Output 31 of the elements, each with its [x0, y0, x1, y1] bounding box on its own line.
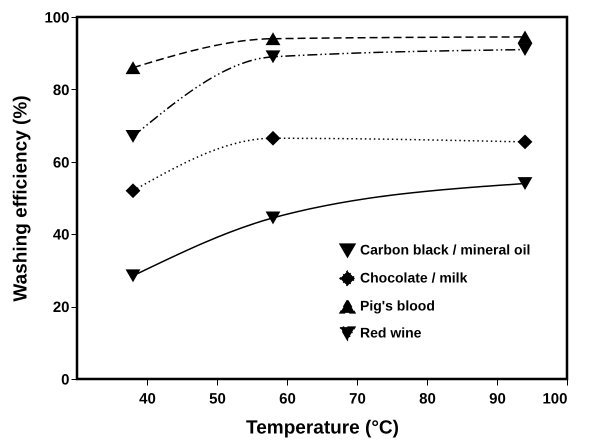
point: [266, 50, 280, 64]
legend-label: Chocolate / milk: [360, 270, 468, 286]
point: [518, 30, 532, 44]
legend-label: Carbon black / mineral oil: [360, 242, 530, 258]
point: [266, 130, 280, 146]
point: [126, 130, 140, 143]
x-tick-label: 90: [489, 390, 506, 408]
point: [518, 134, 532, 150]
x-tick-label: 40: [139, 390, 156, 408]
x-tick-label: 50: [209, 390, 226, 408]
y-tick-label: 100: [44, 10, 70, 26]
x-tick-label: 100: [542, 390, 568, 408]
y-tick-label: 60: [52, 154, 70, 172]
point: [126, 269, 140, 282]
x-tick-label: 70: [349, 390, 366, 408]
point: [518, 177, 532, 190]
point: [266, 32, 280, 46]
legend-label: Pig's blood: [360, 298, 435, 314]
y-tick-label: 40: [52, 226, 70, 244]
point: [126, 183, 140, 198]
x-axis-title: Temperature (°C): [246, 418, 399, 438]
x-tick-label: 80: [419, 390, 436, 408]
y-tick-label: 20: [52, 299, 70, 316]
y-tick-label: 80: [52, 82, 70, 99]
point: [126, 61, 140, 74]
legend-label: Red wine: [360, 324, 422, 340]
y-tick-label: 0: [61, 372, 70, 388]
x-tick-label: 60: [279, 390, 296, 408]
point: [518, 43, 532, 56]
y-axis-title: Washing efficiency (%): [10, 95, 32, 302]
point: [266, 211, 280, 224]
